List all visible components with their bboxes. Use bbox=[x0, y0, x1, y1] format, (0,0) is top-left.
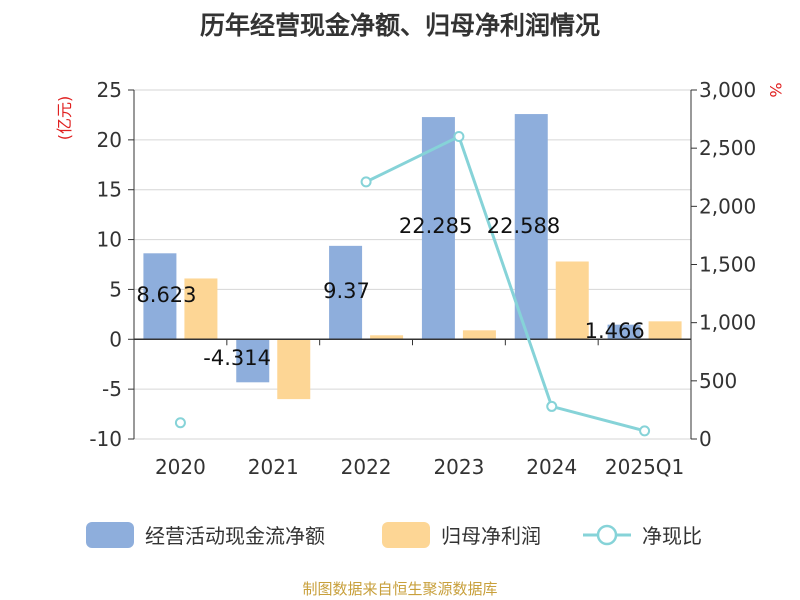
left-tick-label: 10 bbox=[97, 228, 122, 252]
right-tick-label: 1,000 bbox=[699, 311, 756, 335]
left-tick-label: 20 bbox=[97, 128, 122, 152]
legend-swatch-cashflow bbox=[86, 522, 134, 548]
chart-title: 历年经营现金净额、归母净利润情况 bbox=[199, 11, 600, 40]
axes: -10 -5 0 5 10 15 20 25 0 500 1,000 1,500 2,000 2,500 3… bbox=[55, 78, 785, 479]
ratio-point bbox=[453, 131, 465, 143]
left-tick-label: 0 bbox=[109, 327, 122, 351]
data-label: 9.37 bbox=[323, 279, 370, 303]
legend: 经营活动现金流净额 归母净利润 净现比 bbox=[86, 522, 702, 548]
bar bbox=[329, 245, 363, 340]
left-tick-label: 5 bbox=[109, 277, 122, 301]
data-label: -4.314 bbox=[203, 346, 271, 370]
right-tick-label: 3,000 bbox=[699, 78, 756, 102]
left-tick-label: -10 bbox=[89, 427, 122, 451]
category-label: 2025Q1 bbox=[605, 455, 684, 479]
left-tick-label: 15 bbox=[97, 178, 122, 202]
bar bbox=[555, 261, 589, 340]
bar bbox=[277, 339, 311, 400]
ratio-point bbox=[546, 400, 558, 412]
right-tick-label: 0 bbox=[699, 427, 712, 451]
ratio-point bbox=[639, 425, 651, 437]
data-label: 1.466 bbox=[585, 319, 645, 343]
bar bbox=[236, 339, 270, 383]
bars bbox=[143, 114, 682, 400]
category-label: 2022 bbox=[341, 455, 392, 479]
ratio-line-segment bbox=[365, 134, 645, 433]
data-label: 8.623 bbox=[136, 283, 196, 307]
legend-swatch-profit bbox=[382, 522, 430, 548]
legend-label-ratio: 净现比 bbox=[642, 524, 702, 548]
right-axis-title: % bbox=[766, 82, 785, 97]
ratio-line bbox=[174, 131, 651, 437]
bar bbox=[607, 324, 641, 340]
bar bbox=[370, 335, 404, 340]
category-label: 2020 bbox=[155, 455, 206, 479]
left-tick-label: 25 bbox=[97, 78, 122, 102]
right-tick-label: 500 bbox=[699, 369, 737, 393]
bar bbox=[648, 321, 682, 340]
data-label: 22.588 bbox=[487, 214, 560, 238]
category-label: 2023 bbox=[433, 455, 484, 479]
category-label: 2021 bbox=[248, 455, 299, 479]
source-footer: 制图数据来自恒生聚源数据库 bbox=[302, 580, 498, 598]
right-tick-label: 1,500 bbox=[699, 253, 756, 277]
bar bbox=[421, 117, 455, 340]
left-tick-label: -5 bbox=[102, 377, 122, 401]
right-tick-label: 2,500 bbox=[699, 136, 756, 160]
legend-label-cashflow: 经营活动现金流净额 bbox=[145, 524, 325, 548]
legend-label-profit: 归母净利润 bbox=[441, 524, 541, 548]
bar bbox=[184, 278, 218, 340]
right-tick-label: 2,000 bbox=[699, 194, 756, 218]
bar bbox=[143, 253, 177, 340]
legend-marker-ratio bbox=[596, 524, 618, 546]
left-axis-title: (亿元) bbox=[55, 96, 74, 141]
data-label: 22.285 bbox=[399, 214, 472, 238]
category-label: 2024 bbox=[526, 455, 577, 479]
ratio-point bbox=[174, 417, 186, 429]
ratio-point bbox=[360, 176, 372, 188]
gridlines bbox=[134, 89, 691, 440]
bar bbox=[462, 330, 496, 340]
bar bbox=[514, 114, 548, 340]
data-labels: 8.623 -4.314 9.37 22.285 22.588 1.466 bbox=[136, 214, 644, 370]
